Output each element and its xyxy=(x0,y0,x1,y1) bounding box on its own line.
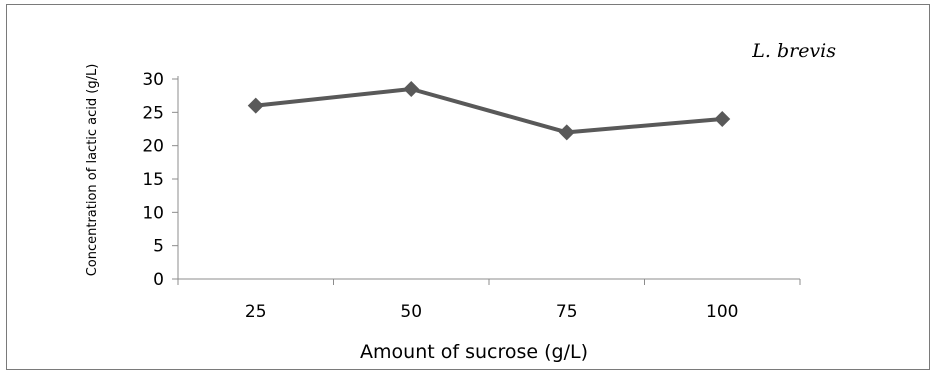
y-axis-title: Concentration of lactic acid (g/L) xyxy=(85,64,100,277)
data-point-marker xyxy=(558,124,575,141)
series-line xyxy=(255,87,723,135)
data-point-marker xyxy=(403,81,420,97)
y-tick-label: 30 xyxy=(142,70,164,90)
x-tick-label: 50 xyxy=(400,302,422,322)
data-point-marker xyxy=(247,97,264,114)
y-ticks xyxy=(172,78,178,280)
series-annotation: L. brevis xyxy=(751,40,836,62)
y-tick-label: 5 xyxy=(153,237,164,257)
x-ticks xyxy=(177,279,801,285)
x-tick-labels: 25 50 75 100 xyxy=(245,302,739,322)
y-tick-label: 10 xyxy=(142,203,164,223)
x-tick-label: 75 xyxy=(556,302,578,322)
x-tick-label: 100 xyxy=(706,302,738,322)
x-tick-label: 25 xyxy=(245,302,267,322)
y-tick-label: 15 xyxy=(142,170,164,190)
chart-frame xyxy=(6,4,930,370)
y-tick-label: 20 xyxy=(142,137,164,157)
data-point-marker xyxy=(714,111,731,127)
y-tick-label: 25 xyxy=(142,103,164,123)
series-group xyxy=(247,81,731,141)
y-tick-labels: 0 5 10 15 20 25 30 xyxy=(142,70,164,290)
y-tick-label: 0 xyxy=(153,270,164,290)
x-axis-title: Amount of sucrose (g/L) xyxy=(360,341,588,363)
